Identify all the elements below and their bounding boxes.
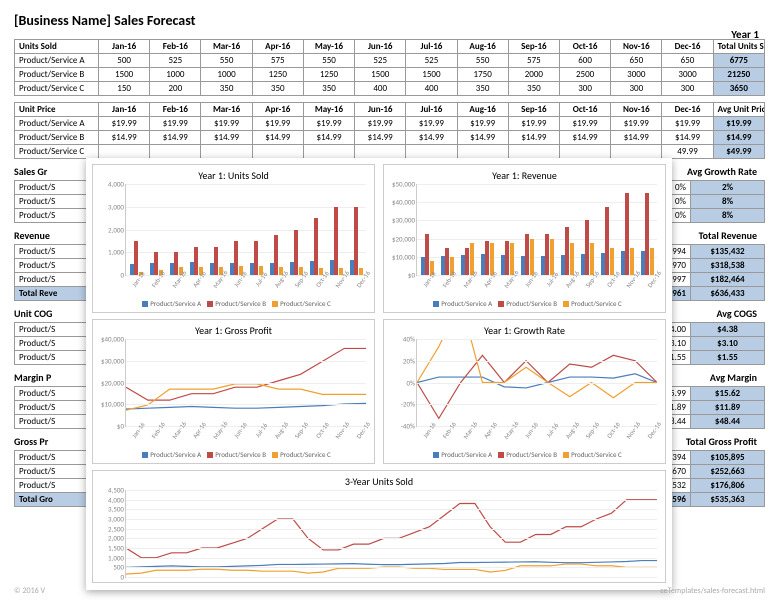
- chart-growth-rate: Year 1: Growth Rate -40%-20%0%20%40% Jan…: [383, 319, 666, 464]
- charts-panel: Year 1: Units Sold 01,0002,0003,0004,000…: [86, 158, 672, 590]
- footer-right: ceTemplates/sales-forecast.html: [660, 586, 765, 596]
- footer: © 2016 V ceTemplates/sales-forecast.html: [14, 586, 765, 596]
- unit-price-table: Unit PriceJan-16Feb-16Mar-16Apr-16May-16…: [14, 102, 765, 159]
- chart-revenue: Year 1: Revenue $0$10,000$20,000$30,000$…: [383, 164, 666, 313]
- page-title: [Business Name] Sales Forecast: [14, 12, 765, 29]
- unit-price-section: Unit PriceJan-16Feb-16Mar-16Apr-16May-16…: [14, 102, 765, 159]
- footer-left: © 2016 V: [14, 586, 45, 596]
- chart-units-sold: Year 1: Units Sold 01,0002,0003,0004,000…: [92, 164, 375, 313]
- chart-3yr-units: 3-Year Units Sold 05001,0001,5002,0002,5…: [92, 470, 666, 583]
- chart-gross-profit: Year 1: Gross Profit $0$10,000$20,000$30…: [92, 319, 375, 464]
- chart-title: Year 1: Gross Profit: [97, 324, 370, 337]
- units-sold-table: Units SoldJan-16Feb-16Mar-16Apr-16May-16…: [14, 39, 765, 96]
- units-sold-section: Units SoldJan-16Feb-16Mar-16Apr-16May-16…: [14, 39, 765, 96]
- year-label: Year 1: [731, 28, 759, 41]
- chart-title: 3-Year Units Sold: [97, 475, 661, 488]
- chart-title: Year 1: Growth Rate: [388, 324, 661, 337]
- chart-title: Year 1: Units Sold: [97, 169, 370, 182]
- chart-title: Year 1: Revenue: [388, 169, 661, 182]
